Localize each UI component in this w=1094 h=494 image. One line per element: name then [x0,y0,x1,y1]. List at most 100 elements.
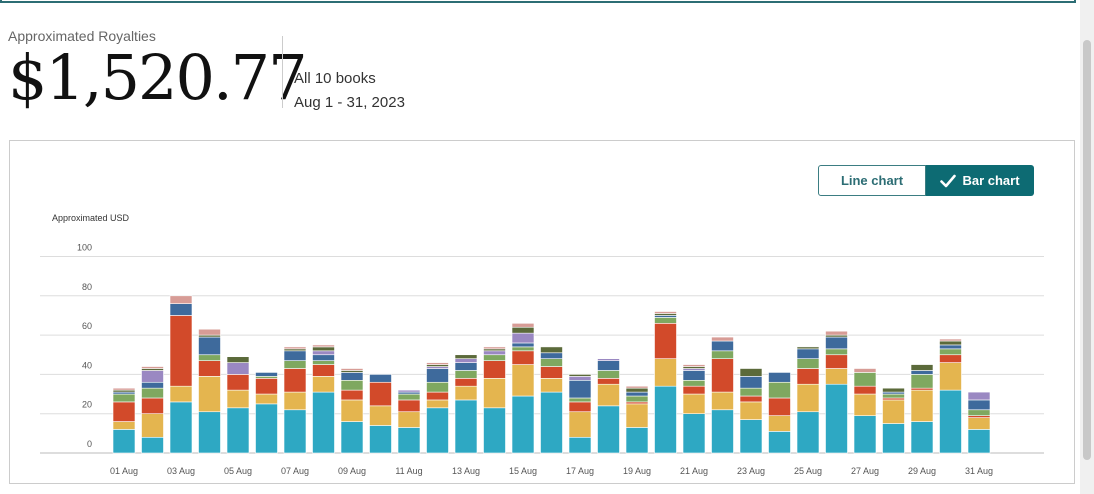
bar-segment[interactable] [768,397,791,416]
bar-stack[interactable] [511,323,535,454]
bar-segment[interactable] [141,397,164,415]
bar-stack[interactable] [226,356,250,454]
bar-segment[interactable] [511,342,535,348]
bar-segment[interactable] [825,348,848,356]
bar-segment[interactable] [397,427,421,454]
bar-segment[interactable] [340,399,364,422]
bar-stack[interactable] [967,391,991,454]
bar-segment[interactable] [169,385,193,403]
bar-segment[interactable] [568,401,592,413]
bar-segment[interactable] [141,366,164,369]
bar-segment[interactable] [283,391,307,411]
bar-segment[interactable] [312,354,335,361]
bar-segment[interactable] [255,403,278,454]
bar-segment[interactable] [511,323,535,328]
bar-stack[interactable] [340,368,364,454]
bar-segment[interactable] [141,413,164,438]
bar-segment[interactable] [654,311,677,314]
bar-segment[interactable] [654,317,677,324]
bar-segment[interactable] [397,399,421,413]
bar-stack[interactable] [369,374,392,454]
bar-chart-button[interactable]: Bar chart [926,165,1034,196]
bar-stack[interactable] [825,330,848,454]
bar-segment[interactable] [739,368,763,377]
bar-stack[interactable] [454,354,478,454]
bar-segment[interactable] [283,350,307,361]
bar-segment[interactable] [283,360,307,369]
bar-segment[interactable] [711,350,734,359]
bar-stack[interactable] [312,344,335,454]
bar-stack[interactable] [882,387,905,454]
bar-segment[interactable] [226,362,250,375]
bar-stack[interactable] [198,328,221,454]
bar-segment[interactable] [967,429,991,454]
bar-segment[interactable] [625,387,649,393]
bar-segment[interactable] [597,360,620,371]
scrollbar[interactable] [1080,0,1094,494]
bar-segment[interactable] [226,374,250,391]
bar-segment[interactable] [226,407,250,454]
bar-segment[interactable] [796,348,820,359]
bar-segment[interactable] [682,385,706,395]
bar-segment[interactable] [312,364,335,377]
bar-segment[interactable] [568,376,592,381]
bar-segment[interactable] [597,378,620,385]
bar-segment[interactable] [511,350,535,365]
bar-segment[interactable] [939,344,962,350]
bar-segment[interactable] [112,393,136,403]
bar-segment[interactable] [255,393,278,405]
bar-segment[interactable] [283,409,307,454]
bar-stack[interactable] [739,368,763,454]
bar-segment[interactable] [768,381,791,399]
bar-segment[interactable] [454,378,478,387]
bar-segment[interactable] [426,391,449,401]
bar-segment[interactable] [682,379,706,387]
bar-segment[interactable] [711,409,734,454]
bar-stack[interactable] [397,389,421,454]
scrollbar-thumb[interactable] [1083,40,1091,460]
bar-segment[interactable] [967,417,991,430]
bar-segment[interactable] [939,348,962,356]
bar-segment[interactable] [141,436,164,454]
bar-segment[interactable] [426,368,449,383]
bar-segment[interactable] [540,352,563,359]
bar-segment[interactable] [882,399,905,424]
bar-segment[interactable] [739,387,763,397]
bar-segment[interactable] [739,376,763,389]
bar-segment[interactable] [711,391,734,411]
bar-segment[interactable] [454,354,478,359]
bar-segment[interactable] [483,407,506,454]
bar-segment[interactable] [198,411,221,454]
bar-segment[interactable] [882,387,905,393]
bar-segment[interactable] [654,323,677,359]
bar-segment[interactable] [369,374,392,383]
bar-segment[interactable] [312,344,335,348]
bar-stack[interactable] [568,374,592,454]
bar-segment[interactable] [255,372,278,377]
bar-stack[interactable] [768,372,791,454]
bar-segment[interactable] [568,436,592,454]
bar-segment[interactable] [483,378,506,409]
bar-segment[interactable] [198,376,221,413]
bar-segment[interactable] [312,391,335,454]
bar-segment[interactable] [540,378,563,393]
bar-segment[interactable] [967,409,991,416]
line-chart-button[interactable]: Line chart [818,165,926,196]
bar-stack[interactable] [169,295,193,454]
bar-stack[interactable] [853,368,877,454]
bar-segment[interactable] [796,383,820,413]
bar-segment[interactable] [369,381,392,407]
bar-segment[interactable] [369,425,392,454]
bar-segment[interactable] [198,354,221,361]
bar-stack[interactable] [283,346,307,454]
bar-segment[interactable] [739,395,763,403]
bar-segment[interactable] [625,395,649,403]
bar-segment[interactable] [340,389,364,401]
bar-segment[interactable] [568,397,592,403]
bar-segment[interactable] [511,332,535,344]
bar-segment[interactable] [682,393,706,414]
bar-segment[interactable] [796,411,820,454]
bar-stack[interactable] [682,364,706,454]
bar-segment[interactable] [711,340,734,352]
bar-segment[interactable] [568,379,592,399]
